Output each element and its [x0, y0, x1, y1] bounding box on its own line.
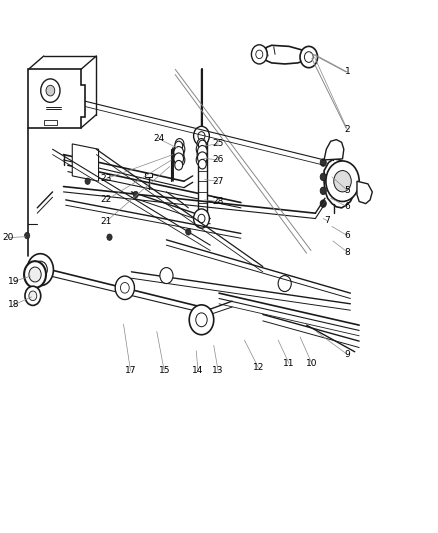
Circle shape: [29, 267, 41, 282]
Text: 23: 23: [101, 174, 112, 183]
Text: 24: 24: [153, 134, 164, 143]
Circle shape: [107, 234, 112, 240]
Circle shape: [25, 286, 41, 305]
Text: 6: 6: [344, 231, 350, 240]
Polygon shape: [72, 144, 99, 181]
Circle shape: [194, 126, 209, 146]
Circle shape: [41, 79, 60, 102]
Polygon shape: [28, 69, 85, 128]
Circle shape: [300, 46, 318, 68]
Circle shape: [175, 160, 183, 170]
Circle shape: [198, 159, 206, 169]
Polygon shape: [198, 139, 207, 219]
Circle shape: [278, 276, 291, 292]
Circle shape: [174, 143, 185, 156]
Text: 11: 11: [283, 359, 295, 368]
Circle shape: [186, 229, 191, 235]
Text: 18: 18: [8, 301, 20, 309]
Circle shape: [196, 143, 207, 156]
Polygon shape: [324, 140, 344, 160]
Text: 17: 17: [125, 367, 136, 375]
Text: 22: 22: [101, 196, 112, 204]
Text: 2: 2: [345, 125, 350, 134]
Text: 25: 25: [212, 140, 224, 148]
Circle shape: [251, 45, 267, 64]
Text: 21: 21: [101, 217, 112, 225]
Circle shape: [85, 178, 90, 184]
Text: 5: 5: [344, 186, 350, 195]
Text: 12: 12: [253, 364, 264, 372]
Circle shape: [320, 187, 326, 195]
Circle shape: [197, 139, 206, 149]
Circle shape: [198, 140, 206, 150]
Circle shape: [174, 154, 185, 166]
Circle shape: [326, 161, 359, 201]
Circle shape: [334, 171, 351, 192]
Polygon shape: [44, 120, 57, 125]
Circle shape: [175, 149, 184, 160]
Circle shape: [320, 159, 326, 166]
Circle shape: [133, 191, 138, 198]
Text: 19: 19: [8, 277, 20, 286]
Circle shape: [175, 139, 184, 149]
Text: 1: 1: [344, 68, 350, 76]
Text: 6: 6: [344, 203, 350, 211]
Circle shape: [196, 154, 207, 166]
Circle shape: [320, 200, 326, 207]
Text: 7: 7: [324, 216, 330, 225]
Polygon shape: [258, 45, 311, 64]
Circle shape: [46, 85, 55, 96]
Circle shape: [320, 173, 326, 181]
Circle shape: [25, 232, 30, 239]
Circle shape: [24, 261, 46, 288]
Circle shape: [160, 268, 173, 284]
Circle shape: [174, 147, 184, 158]
Circle shape: [189, 305, 214, 335]
Text: 20: 20: [2, 233, 14, 242]
Circle shape: [115, 276, 134, 300]
Polygon shape: [145, 173, 152, 177]
Circle shape: [197, 149, 206, 160]
Text: 27: 27: [212, 177, 224, 185]
Text: 8: 8: [344, 248, 350, 256]
Circle shape: [175, 141, 183, 151]
Text: 9: 9: [344, 350, 350, 359]
Circle shape: [174, 153, 184, 165]
Circle shape: [194, 209, 209, 228]
Text: 10: 10: [306, 359, 318, 368]
Circle shape: [198, 152, 207, 164]
Text: 28: 28: [212, 197, 224, 206]
Circle shape: [27, 254, 53, 286]
Text: 26: 26: [212, 156, 224, 164]
Text: 15: 15: [159, 367, 170, 375]
Polygon shape: [357, 181, 372, 204]
Polygon shape: [324, 159, 357, 208]
Circle shape: [29, 291, 37, 301]
Text: 13: 13: [212, 367, 224, 375]
Circle shape: [198, 146, 207, 157]
Text: 14: 14: [192, 367, 204, 375]
